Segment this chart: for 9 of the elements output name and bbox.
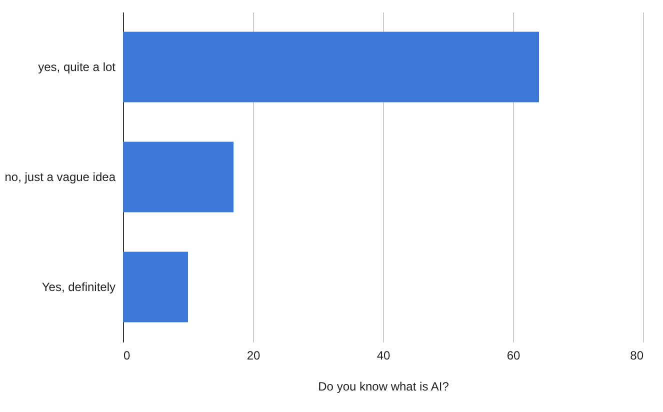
y-tick-label: no, just a vague idea bbox=[4, 170, 116, 184]
x-tick-label: 80 bbox=[630, 348, 644, 362]
x-tick-label: 40 bbox=[376, 348, 390, 362]
x-tick-label: 20 bbox=[246, 348, 260, 362]
x-axis-title: Do you know what is AI? bbox=[318, 380, 450, 394]
y-tick-label: yes, quite a lot bbox=[38, 60, 116, 74]
y-tick-label: Yes, definitely bbox=[42, 280, 116, 294]
x-tick-label: 60 bbox=[506, 348, 520, 362]
x-tick-label: 0 bbox=[124, 348, 130, 362]
